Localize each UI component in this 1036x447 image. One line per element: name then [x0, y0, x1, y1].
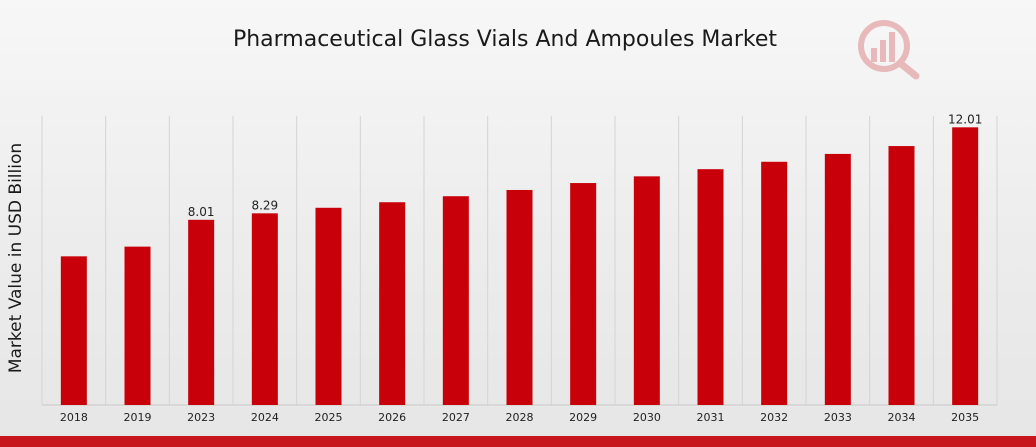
bar	[251, 213, 278, 405]
x-tick-label: 2028	[506, 411, 534, 424]
bar	[570, 183, 597, 405]
bar	[761, 161, 788, 405]
x-tick-label: 2031	[697, 411, 725, 424]
x-tick-label: 2029	[569, 411, 597, 424]
data-label: 8.01	[188, 205, 215, 219]
x-tick-label: 2023	[187, 411, 215, 424]
x-tick-label: 2027	[442, 411, 470, 424]
bar	[124, 246, 151, 405]
bar	[888, 146, 915, 405]
chart-magnifier-logo-icon	[858, 20, 920, 80]
chart-title: Pharmaceutical Glass Vials And Ampoules …	[232, 27, 778, 52]
bar	[60, 256, 87, 405]
bar	[442, 196, 469, 405]
bar	[952, 127, 979, 405]
x-tick-label: 2019	[124, 411, 152, 424]
x-tick-label: 2018	[60, 411, 88, 424]
x-tick-label: 2034	[888, 411, 916, 424]
data-labels: 8.01 8.29 12.01	[188, 112, 983, 218]
bar	[824, 153, 851, 405]
x-tick-label: 2025	[315, 411, 343, 424]
bar	[697, 169, 724, 405]
bar	[633, 176, 660, 405]
footer-accent-band	[0, 436, 1036, 447]
x-tick-label: 2026	[378, 411, 406, 424]
bar	[188, 219, 215, 405]
x-tick-label: 2035	[951, 411, 979, 424]
data-label: 12.01	[948, 112, 982, 126]
x-tick-label: 2030	[633, 411, 661, 424]
grid-lines	[41, 116, 998, 406]
x-tick-label: 2032	[760, 411, 788, 424]
x-tick-label: 2033	[824, 411, 852, 424]
bar	[379, 202, 406, 405]
x-tick-labels: 2018 2019 2023 2024 2025 2026 2027 2028 2029 2030…	[60, 411, 979, 424]
data-label: 8.29	[251, 198, 278, 212]
bar	[506, 189, 533, 405]
bars	[60, 127, 979, 405]
x-tick-label: 2024	[251, 411, 279, 424]
bar	[315, 207, 342, 405]
